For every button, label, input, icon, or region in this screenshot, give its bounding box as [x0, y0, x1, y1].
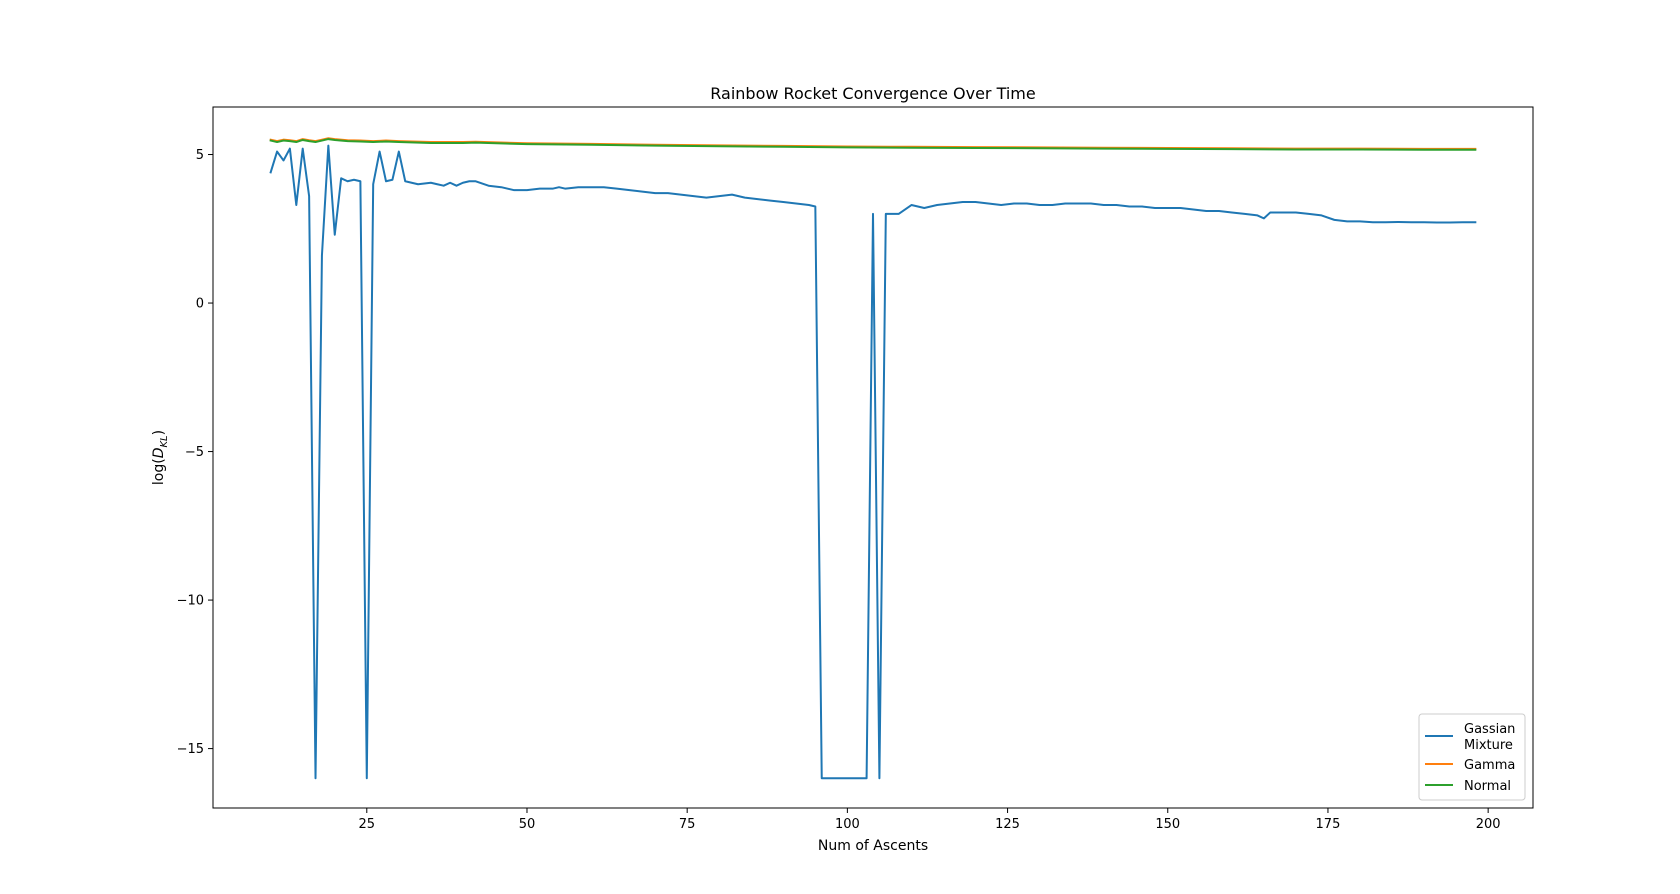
series-layer [269, 137, 1477, 780]
legend-entry: Normal [1425, 779, 1511, 794]
legend-entry: Gamma [1425, 758, 1515, 773]
legend-label: Gassian [1464, 722, 1515, 737]
plot-area [212, 106, 1534, 809]
legend-label: Gamma [1464, 758, 1515, 773]
y-axis-ticks: 5 0 −5 −10 −15 [177, 148, 213, 757]
legend-label: Normal [1464, 779, 1511, 794]
x-tick-label: 125 [995, 817, 1020, 832]
y-tick-label: −5 [185, 445, 204, 460]
y-tick-label: 0 [196, 297, 204, 312]
x-axis-ticks: 25 50 75 100 125 150 175 200 [359, 808, 1501, 832]
series-line-1 [269, 144, 1477, 780]
x-tick-label: 150 [1155, 817, 1180, 832]
y-tick-label: −10 [177, 594, 204, 609]
series-line-3 [269, 138, 1477, 151]
chart-title: Rainbow Rocket Convergence Over Time [710, 84, 1035, 103]
x-tick-label: 175 [1316, 817, 1341, 832]
x-tick-label: 100 [835, 817, 860, 832]
x-axis-label: Num of Ascents [818, 838, 928, 854]
legend-label: Mixture [1464, 738, 1513, 753]
x-tick-label: 200 [1476, 817, 1501, 832]
x-tick-label: 50 [519, 817, 536, 832]
plot-frame [212, 106, 1534, 809]
y-tick-label: 5 [196, 148, 204, 163]
y-tick-label: −15 [177, 742, 204, 757]
x-tick-label: 75 [679, 817, 696, 832]
x-tick-label: 25 [359, 817, 376, 832]
